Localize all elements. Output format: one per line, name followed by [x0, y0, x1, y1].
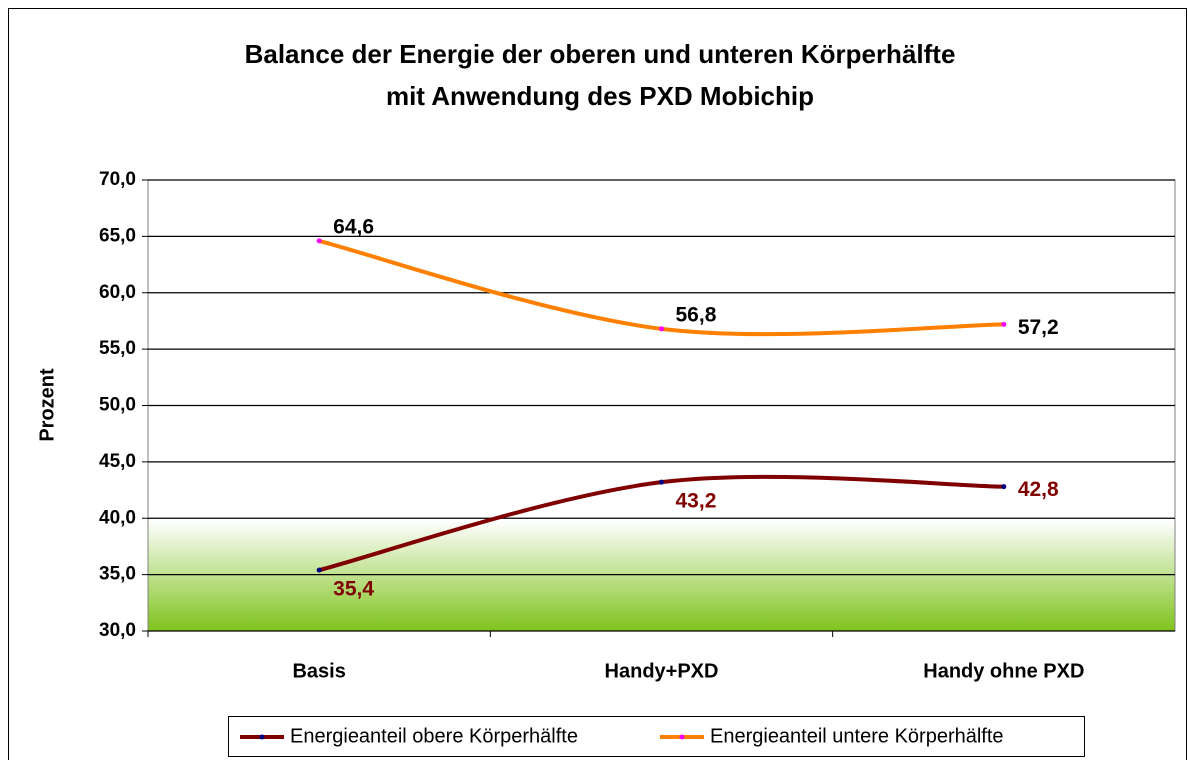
chart-title: Balance der Energie der oberen und unter… — [245, 39, 956, 69]
y-axis-label: Prozent — [36, 368, 58, 442]
data-label: 42,8 — [1018, 478, 1059, 501]
y-tick-label: 50,0 — [99, 395, 136, 416]
data-label: 57,2 — [1018, 316, 1059, 339]
data-label: 56,8 — [676, 303, 717, 326]
y-tick-label: 40,0 — [99, 507, 136, 528]
x-tick-label: Handy ohne PXD — [923, 660, 1084, 682]
legend-marker — [679, 734, 685, 740]
chart-subtitle: mit Anwendung des PXD Mobichip — [386, 81, 814, 111]
plot-band — [148, 520, 1175, 631]
x-tick-label: Basis — [292, 660, 345, 682]
y-tick-label: 65,0 — [99, 225, 136, 246]
point-marker — [659, 326, 664, 332]
data-label: 35,4 — [333, 578, 374, 601]
data-label: 64,6 — [333, 215, 374, 238]
legend-label: Energieanteil obere Körperhälfte — [290, 725, 578, 747]
y-tick-label: 45,0 — [99, 451, 136, 472]
legend-marker — [259, 734, 265, 740]
legend-label: Energieanteil untere Körperhälfte — [710, 725, 1004, 747]
chart-border — [8, 8, 1187, 760]
x-tick-label: Handy+PXD — [605, 660, 719, 682]
y-tick-label: 70,0 — [99, 169, 136, 190]
point-marker — [1001, 484, 1007, 490]
legend — [228, 716, 1085, 757]
point-marker — [659, 479, 664, 485]
point-marker — [316, 238, 322, 244]
y-tick-label: 30,0 — [99, 620, 136, 641]
y-tick-label: 35,0 — [99, 564, 136, 585]
point-marker — [1001, 321, 1007, 327]
point-marker — [316, 567, 322, 573]
data-label: 43,2 — [676, 490, 717, 513]
y-tick-label: 55,0 — [99, 338, 136, 359]
y-tick-label: 60,0 — [99, 282, 136, 303]
